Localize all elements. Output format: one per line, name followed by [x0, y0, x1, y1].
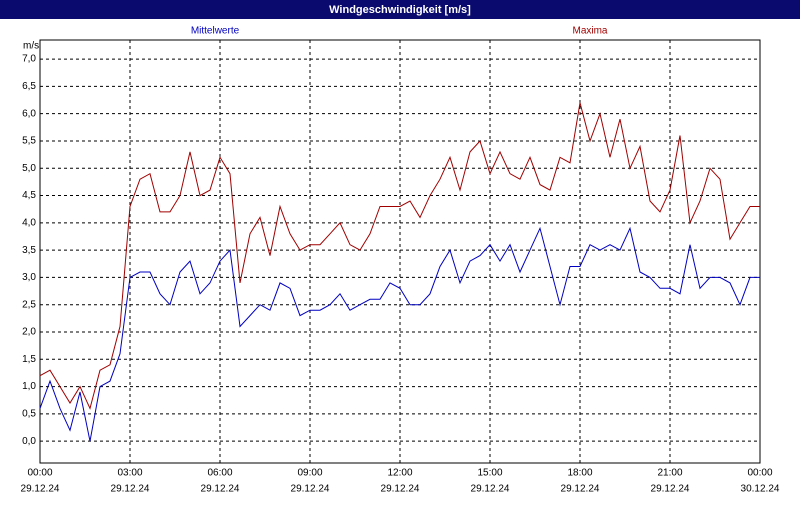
title-bar: [0, 0, 800, 19]
y-tick-label: 2,0: [22, 327, 36, 338]
x-tick-label: 03:00: [117, 468, 142, 479]
y-tick-label: 4,0: [22, 217, 36, 228]
y-tick-label: 1,0: [22, 381, 36, 392]
x-tick-date: 29.12.24: [111, 484, 150, 495]
y-tick-label: 6,0: [22, 108, 36, 119]
x-tick-label: 09:00: [297, 468, 322, 479]
y-tick-label: 1,5: [22, 354, 36, 365]
series-line: [39, 102, 760, 410]
y-tick-label: 5,5: [22, 136, 36, 147]
y-tick-label: 0,0: [22, 436, 36, 447]
y-tick-label: 3,5: [22, 245, 36, 256]
x-tick-date: 29.12.24: [651, 484, 690, 495]
x-tick-label: 00:00: [747, 468, 772, 479]
legend-entry: Maxima: [572, 26, 607, 37]
x-tick-date: 29.12.24: [561, 484, 600, 495]
x-tick-label: 15:00: [477, 468, 502, 479]
y-axis-label: m/s: [23, 41, 39, 52]
y-tick-label: 2,5: [22, 299, 36, 310]
y-tick-label: 3,0: [22, 272, 36, 283]
x-tick-label: 06:00: [207, 468, 232, 479]
y-tick-label: 5,0: [22, 163, 36, 174]
y-tick-label: 7,0: [22, 54, 36, 65]
x-tick-date: 29.12.24: [291, 484, 330, 495]
x-tick-date: 29.12.24: [21, 484, 60, 495]
chart-title: Windgeschwindigkeit [m/s]: [329, 4, 471, 16]
x-tick-date: 30.12.24: [741, 484, 780, 495]
x-tick-label: 18:00: [567, 468, 592, 479]
legend-entry: Mittelwerte: [191, 26, 240, 37]
x-tick-date: 29.12.24: [471, 484, 510, 495]
y-tick-label: 0,5: [22, 409, 36, 420]
y-tick-label: 6,5: [22, 81, 36, 92]
x-tick-label: 12:00: [387, 468, 412, 479]
x-tick-date: 29.12.24: [381, 484, 420, 495]
x-tick-label: 00:00: [27, 468, 52, 479]
y-tick-label: 4,5: [22, 190, 36, 201]
series-line: [39, 226, 760, 442]
x-tick-label: 21:00: [657, 468, 682, 479]
x-tick-date: 29.12.24: [201, 484, 240, 495]
